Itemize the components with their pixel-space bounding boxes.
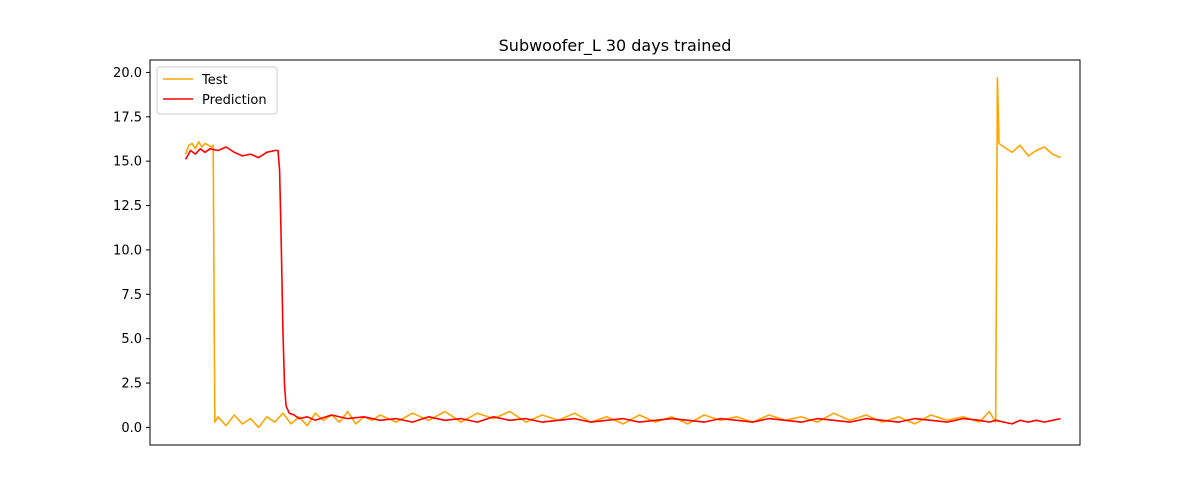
- legend: Test Prediction: [156, 66, 278, 115]
- chart-title: Subwoofer_L 30 days trained: [499, 36, 732, 56]
- y-tick-label: 0.0: [121, 421, 142, 436]
- series-line-prediction: [184, 146, 1061, 425]
- y-tick-label: 20.0: [113, 66, 142, 81]
- legend-label-test: Test: [201, 73, 228, 88]
- series-layer: [184, 77, 1061, 429]
- y-tick-label: 12.5: [113, 199, 142, 214]
- series-line-test: [184, 77, 1061, 429]
- y-tick-label: 15.0: [113, 155, 142, 170]
- y-tick-label: 7.5: [121, 288, 142, 303]
- y-axis: 0.0 2.5 5.0 7.5 10.0 12.5 15.0 17.5 20.0: [113, 66, 150, 436]
- legend-label-prediction: Prediction: [202, 93, 267, 108]
- plot-frame: [149, 59, 1081, 446]
- y-tick-label: 17.5: [113, 110, 142, 125]
- y-tick-label: 5.0: [121, 332, 142, 347]
- y-tick-label: 10.0: [113, 243, 142, 258]
- y-tick-label: 2.5: [121, 377, 142, 392]
